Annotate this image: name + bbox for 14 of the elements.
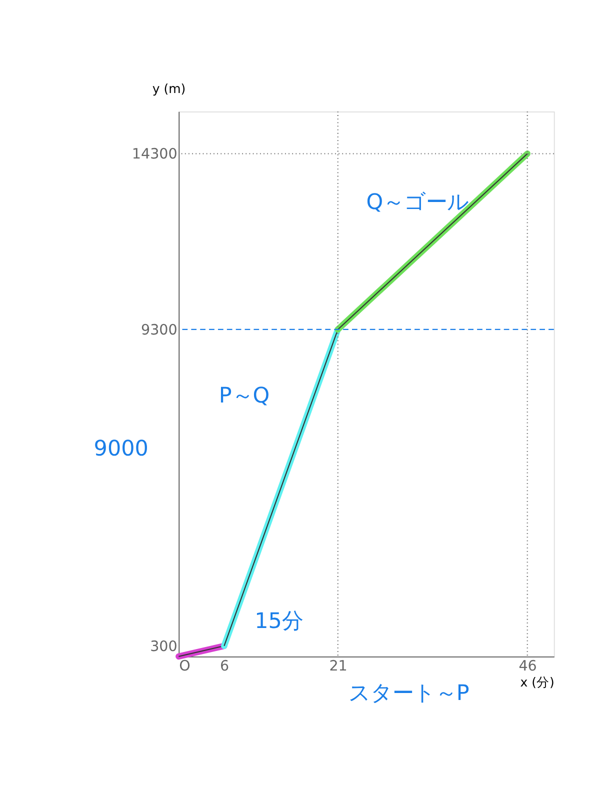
text: スタート～P	[348, 681, 470, 706]
x-tick-label: 6	[220, 658, 230, 674]
y-tick-label: 14300	[132, 146, 178, 163]
y-tick-label: 300	[150, 638, 178, 655]
x-axis-title: x (分)	[520, 674, 554, 690]
annotation: 15分	[254, 608, 303, 634]
annotation: P～Q	[218, 384, 270, 409]
y-tick-label: 9300	[140, 322, 178, 338]
x-tick-label: 46	[518, 658, 537, 674]
x-tick-label: 21	[329, 658, 348, 674]
annotation: Q～ゴール	[366, 190, 470, 215]
text: 9000	[94, 436, 148, 462]
x-tick-label: O	[179, 658, 190, 674]
y-axis-title: y (m)	[152, 81, 186, 96]
